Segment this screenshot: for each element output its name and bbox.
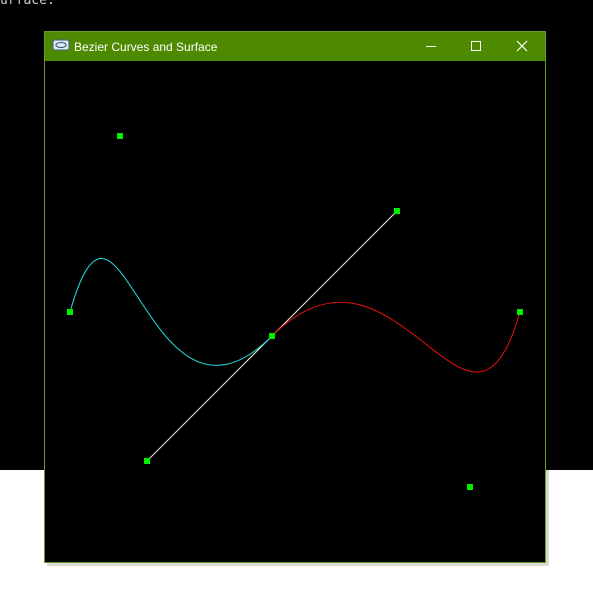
title-bar (45, 32, 545, 61)
bezier-curve-cyan (69, 257, 273, 366)
control-point[interactable] (394, 208, 400, 214)
control-point[interactable] (269, 333, 275, 339)
control-point[interactable] (467, 484, 473, 490)
console-text: urface. (0, 0, 55, 8)
control-point[interactable] (517, 309, 523, 315)
app-icon (52, 39, 70, 51)
control-points (67, 133, 523, 490)
bezier-curve-red (271, 301, 521, 373)
window (44, 31, 546, 563)
close-button[interactable] (516, 40, 528, 52)
control-point[interactable] (117, 133, 123, 139)
maximize-button[interactable] (471, 41, 481, 51)
window-title: Bezier Curves and Surface (74, 40, 218, 54)
control-point[interactable] (144, 458, 150, 464)
control-point[interactable] (67, 309, 73, 315)
